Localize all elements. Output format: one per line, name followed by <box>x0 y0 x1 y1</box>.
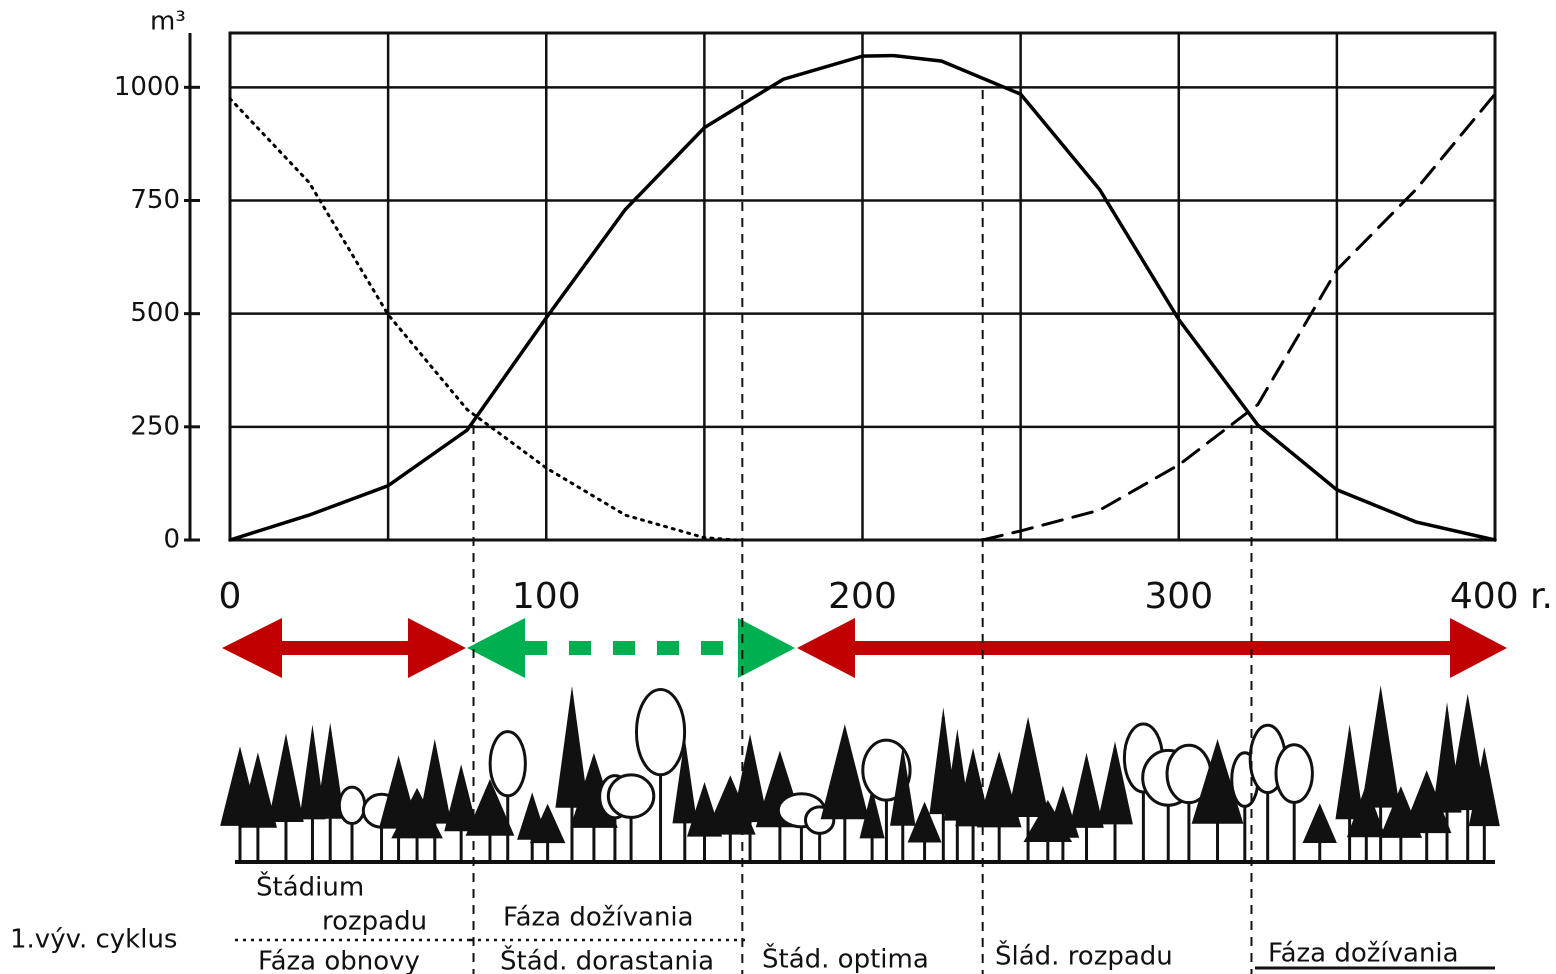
y-tick-label: 500 <box>130 298 180 328</box>
tree-crown <box>672 737 698 824</box>
arrow-head <box>797 618 855 678</box>
phase-label: Fáza dožívania <box>503 903 694 933</box>
row-label: 1.výv. cyklus <box>10 925 177 955</box>
arrow-head <box>467 618 525 678</box>
y-tick-label: 1000 <box>114 72 180 102</box>
tree-crown <box>1274 743 1314 804</box>
tree-crown <box>1191 739 1244 824</box>
tree-crown <box>555 685 589 808</box>
tree-crown <box>488 730 527 798</box>
tree-crown <box>890 745 916 826</box>
arrow-head <box>738 618 795 678</box>
tree-crown <box>337 785 367 826</box>
arrows <box>222 618 1507 678</box>
tree-crown <box>316 722 345 819</box>
tree-crown <box>820 724 869 820</box>
series-line <box>981 92 1497 542</box>
y-tick-label: 0 <box>163 525 180 555</box>
tree-crown <box>1361 685 1400 808</box>
series-line <box>228 97 738 542</box>
phase-label: Šlád. rozpadu <box>995 940 1173 972</box>
tree-crown <box>465 778 515 836</box>
tree-crown <box>1097 741 1133 825</box>
arrow-head <box>1450 618 1507 678</box>
tree-crown <box>1302 803 1337 843</box>
tree-crown <box>1335 724 1364 820</box>
forest-illustration <box>220 685 1500 864</box>
tree-crown <box>444 764 479 832</box>
tree-crown <box>1401 770 1452 834</box>
x-tick-label: 100 <box>512 576 581 617</box>
tree-crown <box>1346 783 1386 838</box>
x-tick-label: 300 <box>1144 576 1213 617</box>
tree-crown <box>907 801 942 843</box>
tree-crown <box>1468 746 1500 827</box>
tree-crown <box>606 773 656 819</box>
tree-crown <box>635 688 687 777</box>
tree-crown <box>1007 716 1050 818</box>
tree-crown <box>731 733 769 823</box>
tree-crown <box>955 747 991 827</box>
tree-crown <box>418 738 452 824</box>
x-tick-label: 400 r. <box>1450 576 1553 617</box>
tree-crown <box>529 803 566 844</box>
arrow-head <box>408 618 466 678</box>
tree-crown <box>299 724 326 820</box>
arrow-head <box>222 618 282 678</box>
phase-label: Štád. optima <box>762 943 929 974</box>
y-axis-label: m³ <box>150 7 186 37</box>
phase-label: Fáza obnovy <box>258 947 420 974</box>
tree-crown <box>238 752 277 828</box>
phase-label: Štádium <box>256 871 364 903</box>
phase-label: Štád. dorastania <box>500 945 714 974</box>
y-tick-label: 750 <box>130 185 180 215</box>
tree-crown <box>391 787 443 839</box>
x-tick-label: 200 <box>828 576 897 617</box>
phase-label: rozpadu <box>322 907 427 937</box>
tree-crown <box>859 788 885 839</box>
phase-label: Fáza dožívania <box>1268 939 1459 969</box>
series-line <box>228 53 1497 542</box>
tree-crown <box>268 733 304 823</box>
x-tick-label: 0 <box>219 576 242 617</box>
tree-crown <box>1069 752 1104 828</box>
y-tick-label: 250 <box>130 411 180 441</box>
